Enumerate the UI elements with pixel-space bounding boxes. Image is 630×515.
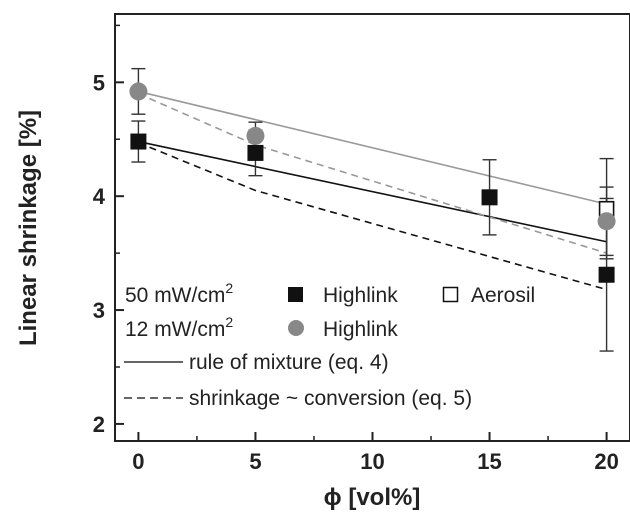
legend-label-aerosil: Aerosil bbox=[471, 284, 535, 307]
x-axis-title: ϕ [vol%] bbox=[324, 484, 421, 511]
legend-label-highlink-12: Highlink bbox=[323, 318, 398, 341]
plot-frame bbox=[114, 13, 630, 442]
y-tick-label: 2 bbox=[93, 412, 105, 437]
y-tick-label: 4 bbox=[93, 184, 106, 209]
legend-marker-aerosil bbox=[442, 286, 459, 303]
legend-label-highlink-50: Highlink bbox=[323, 284, 398, 307]
legend-group-12: 12 mW/cm2 bbox=[125, 314, 233, 341]
x-tick-label: 5 bbox=[249, 449, 261, 474]
x-tick-label: 0 bbox=[132, 449, 144, 474]
model-lines bbox=[138, 90, 607, 291]
legend-marker-highlink-50 bbox=[288, 287, 303, 302]
model-line-solid-1 bbox=[138, 90, 607, 205]
data-point-filled-circle-2 bbox=[597, 212, 616, 231]
x-tick-label: 20 bbox=[594, 449, 618, 474]
model-line-dashed-3 bbox=[138, 92, 607, 254]
error-bars bbox=[131, 67, 614, 352]
model-line-dashed-2 bbox=[138, 141, 607, 291]
data-point-filled-circle-1 bbox=[246, 126, 265, 145]
y-axis-title: Linear shrinkage [%] bbox=[15, 110, 42, 346]
data-point-filled-square-0 bbox=[130, 133, 147, 150]
axis-ticks: 0 5 10 15 20 2 3 4 5 bbox=[93, 24, 619, 474]
data-point-filled-square-1 bbox=[247, 144, 264, 161]
legend-label-rule-of-mixture: rule of mixture (eq. 4) bbox=[189, 351, 389, 374]
data-point-filled-square-3 bbox=[598, 266, 615, 283]
data-point-filled-circle-0 bbox=[129, 82, 148, 101]
data-markers bbox=[129, 82, 616, 283]
legend: 50 mW/cm2 Highlink Aerosil 12 mW/cm2 Hig… bbox=[124, 280, 535, 410]
data-point-filled-square-2 bbox=[481, 189, 498, 206]
model-line-solid-0 bbox=[138, 140, 607, 243]
y-tick-label: 5 bbox=[93, 70, 105, 95]
x-tick-label: 15 bbox=[477, 449, 501, 474]
legend-label-conversion: shrinkage ~ conversion (eq. 5) bbox=[189, 387, 472, 410]
x-tick-label: 10 bbox=[360, 449, 384, 474]
y-tick-label: 3 bbox=[93, 298, 105, 323]
legend-marker-highlink-12 bbox=[288, 320, 304, 336]
legend-group-50: 50 mW/cm2 bbox=[125, 280, 233, 307]
